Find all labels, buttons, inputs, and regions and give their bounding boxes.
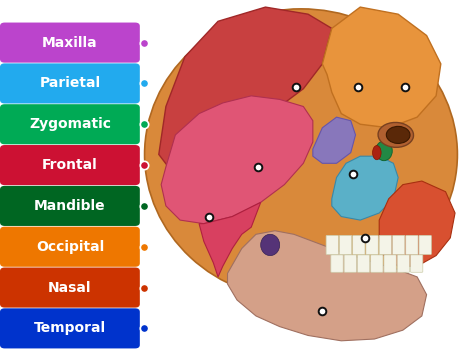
- FancyBboxPatch shape: [406, 235, 418, 255]
- Polygon shape: [379, 181, 455, 266]
- Text: Mandible: Mandible: [34, 199, 106, 213]
- Text: Zygomatic: Zygomatic: [29, 117, 111, 131]
- Ellipse shape: [261, 234, 280, 256]
- FancyBboxPatch shape: [384, 255, 396, 272]
- FancyBboxPatch shape: [366, 235, 378, 255]
- Ellipse shape: [386, 126, 410, 143]
- Text: Nasal: Nasal: [48, 280, 91, 295]
- FancyBboxPatch shape: [357, 255, 370, 272]
- FancyBboxPatch shape: [326, 235, 338, 255]
- Polygon shape: [159, 7, 332, 167]
- FancyBboxPatch shape: [410, 255, 423, 272]
- Polygon shape: [313, 117, 356, 163]
- FancyBboxPatch shape: [392, 235, 405, 255]
- FancyBboxPatch shape: [344, 255, 356, 272]
- FancyBboxPatch shape: [0, 308, 140, 349]
- Text: Frontal: Frontal: [42, 158, 98, 172]
- FancyBboxPatch shape: [339, 235, 352, 255]
- FancyBboxPatch shape: [0, 63, 140, 104]
- FancyBboxPatch shape: [397, 255, 410, 272]
- FancyBboxPatch shape: [0, 227, 140, 267]
- FancyBboxPatch shape: [419, 235, 431, 255]
- Text: Maxilla: Maxilla: [42, 36, 98, 50]
- FancyBboxPatch shape: [0, 268, 140, 307]
- Text: Occipital: Occipital: [36, 240, 104, 254]
- Polygon shape: [332, 156, 398, 220]
- FancyBboxPatch shape: [353, 235, 365, 255]
- FancyBboxPatch shape: [371, 255, 383, 272]
- Ellipse shape: [378, 122, 413, 147]
- FancyBboxPatch shape: [331, 255, 343, 272]
- FancyBboxPatch shape: [0, 186, 140, 226]
- Polygon shape: [161, 96, 313, 224]
- FancyBboxPatch shape: [0, 23, 140, 62]
- FancyBboxPatch shape: [0, 104, 140, 144]
- FancyBboxPatch shape: [379, 235, 392, 255]
- Polygon shape: [322, 7, 441, 128]
- FancyBboxPatch shape: [0, 145, 140, 185]
- Polygon shape: [199, 202, 261, 277]
- Ellipse shape: [373, 146, 381, 160]
- Ellipse shape: [375, 141, 392, 160]
- Text: Parietal: Parietal: [39, 76, 100, 91]
- Ellipse shape: [145, 9, 457, 300]
- Polygon shape: [228, 231, 427, 341]
- Text: Temporal: Temporal: [34, 321, 106, 335]
